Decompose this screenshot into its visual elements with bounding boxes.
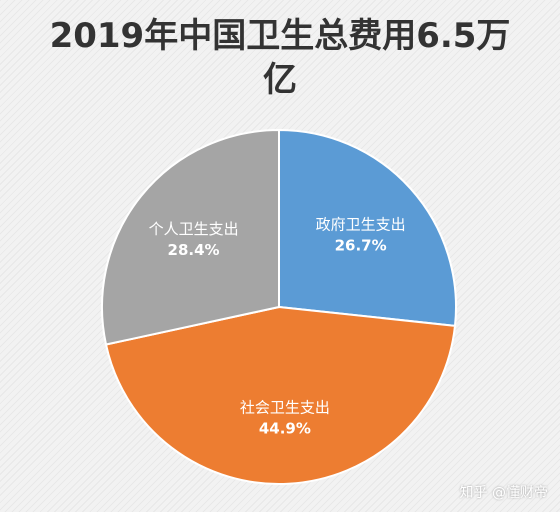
slice-label-2: 个人卫生支出 <box>149 220 239 238</box>
slice-value-1: 44.9% <box>259 420 311 438</box>
slice-value-2: 28.4% <box>168 241 220 259</box>
slice-value-0: 26.7% <box>335 237 387 255</box>
slice-label-1: 社会卫生支出 <box>240 399 330 417</box>
slice-label-0: 政府卫生支出 <box>316 216 406 234</box>
watermark: 知乎 @懂财帝 <box>459 485 548 501</box>
pie-slice-0 <box>278 128 457 327</box>
pie-slice-2 <box>101 128 280 346</box>
chart-title: 2019年中国卫生总费用6.5万亿 <box>49 16 511 100</box>
pie-slice-1 <box>104 305 457 485</box>
